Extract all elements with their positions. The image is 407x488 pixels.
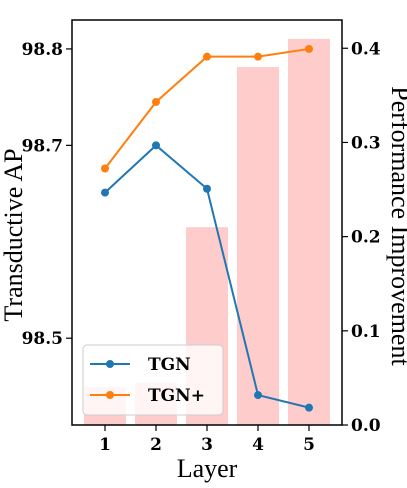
legend-tgn-plus-label: TGN+: [148, 386, 205, 406]
x-tick-label-4: 4: [252, 435, 264, 455]
legend-tgn-marker: [106, 360, 114, 368]
right-y-tick-label-1: 0.1: [351, 322, 381, 342]
series-layer: [101, 44, 313, 412]
left-y-tick-label-1: 98.7: [22, 136, 63, 156]
right-y-tick-label-3: 0.3: [351, 133, 381, 153]
right-y-axis-title: Performance Improvement: [386, 86, 407, 366]
series-point-tgn-2: [152, 141, 160, 150]
left-y-axis: 98.5 98.7 98.8: [22, 40, 72, 349]
left-y-axis-title: Transductive AP: [0, 148, 28, 321]
legend-tgn-label: TGN: [148, 355, 191, 375]
improvement-bar-4: [237, 67, 279, 426]
series-point-tgn-plus-5: [305, 44, 313, 53]
left-y-tick-label-2: 98.8: [22, 40, 63, 60]
x-tick-label-2: 2: [150, 435, 162, 455]
x-tick-label-1: 1: [99, 435, 111, 455]
right-y-tick-label-4: 0.4: [351, 39, 381, 59]
series-point-tgn-plus-2: [152, 97, 160, 106]
improvement-bar-5: [288, 38, 330, 425]
series-point-tgn-plus-4: [254, 52, 262, 61]
right-y-axis: 0.0 0.1 0.2 0.3 0.4: [342, 39, 381, 436]
x-axis: 1 2 3 4 5: [99, 425, 315, 455]
legend-tgn-plus-marker: [106, 391, 114, 399]
series-point-tgn-4: [254, 391, 262, 400]
x-tick-label-3: 3: [201, 435, 213, 455]
series-point-tgn-5: [305, 403, 313, 412]
right-y-tick-label-0: 0.0: [351, 416, 381, 436]
right-y-tick-label-2: 0.2: [351, 228, 381, 248]
left-y-tick-label-0: 98.5: [22, 329, 63, 349]
series-point-tgn-plus-3: [203, 52, 211, 61]
series-point-tgn-plus-1: [101, 164, 109, 173]
series-point-tgn-1: [101, 188, 109, 197]
x-tick-label-5: 5: [303, 435, 315, 455]
legend: TGN TGN+: [82, 344, 224, 416]
legend-box: [82, 344, 224, 416]
series-point-tgn-3: [203, 184, 211, 193]
x-axis-title: Layer: [177, 454, 238, 483]
